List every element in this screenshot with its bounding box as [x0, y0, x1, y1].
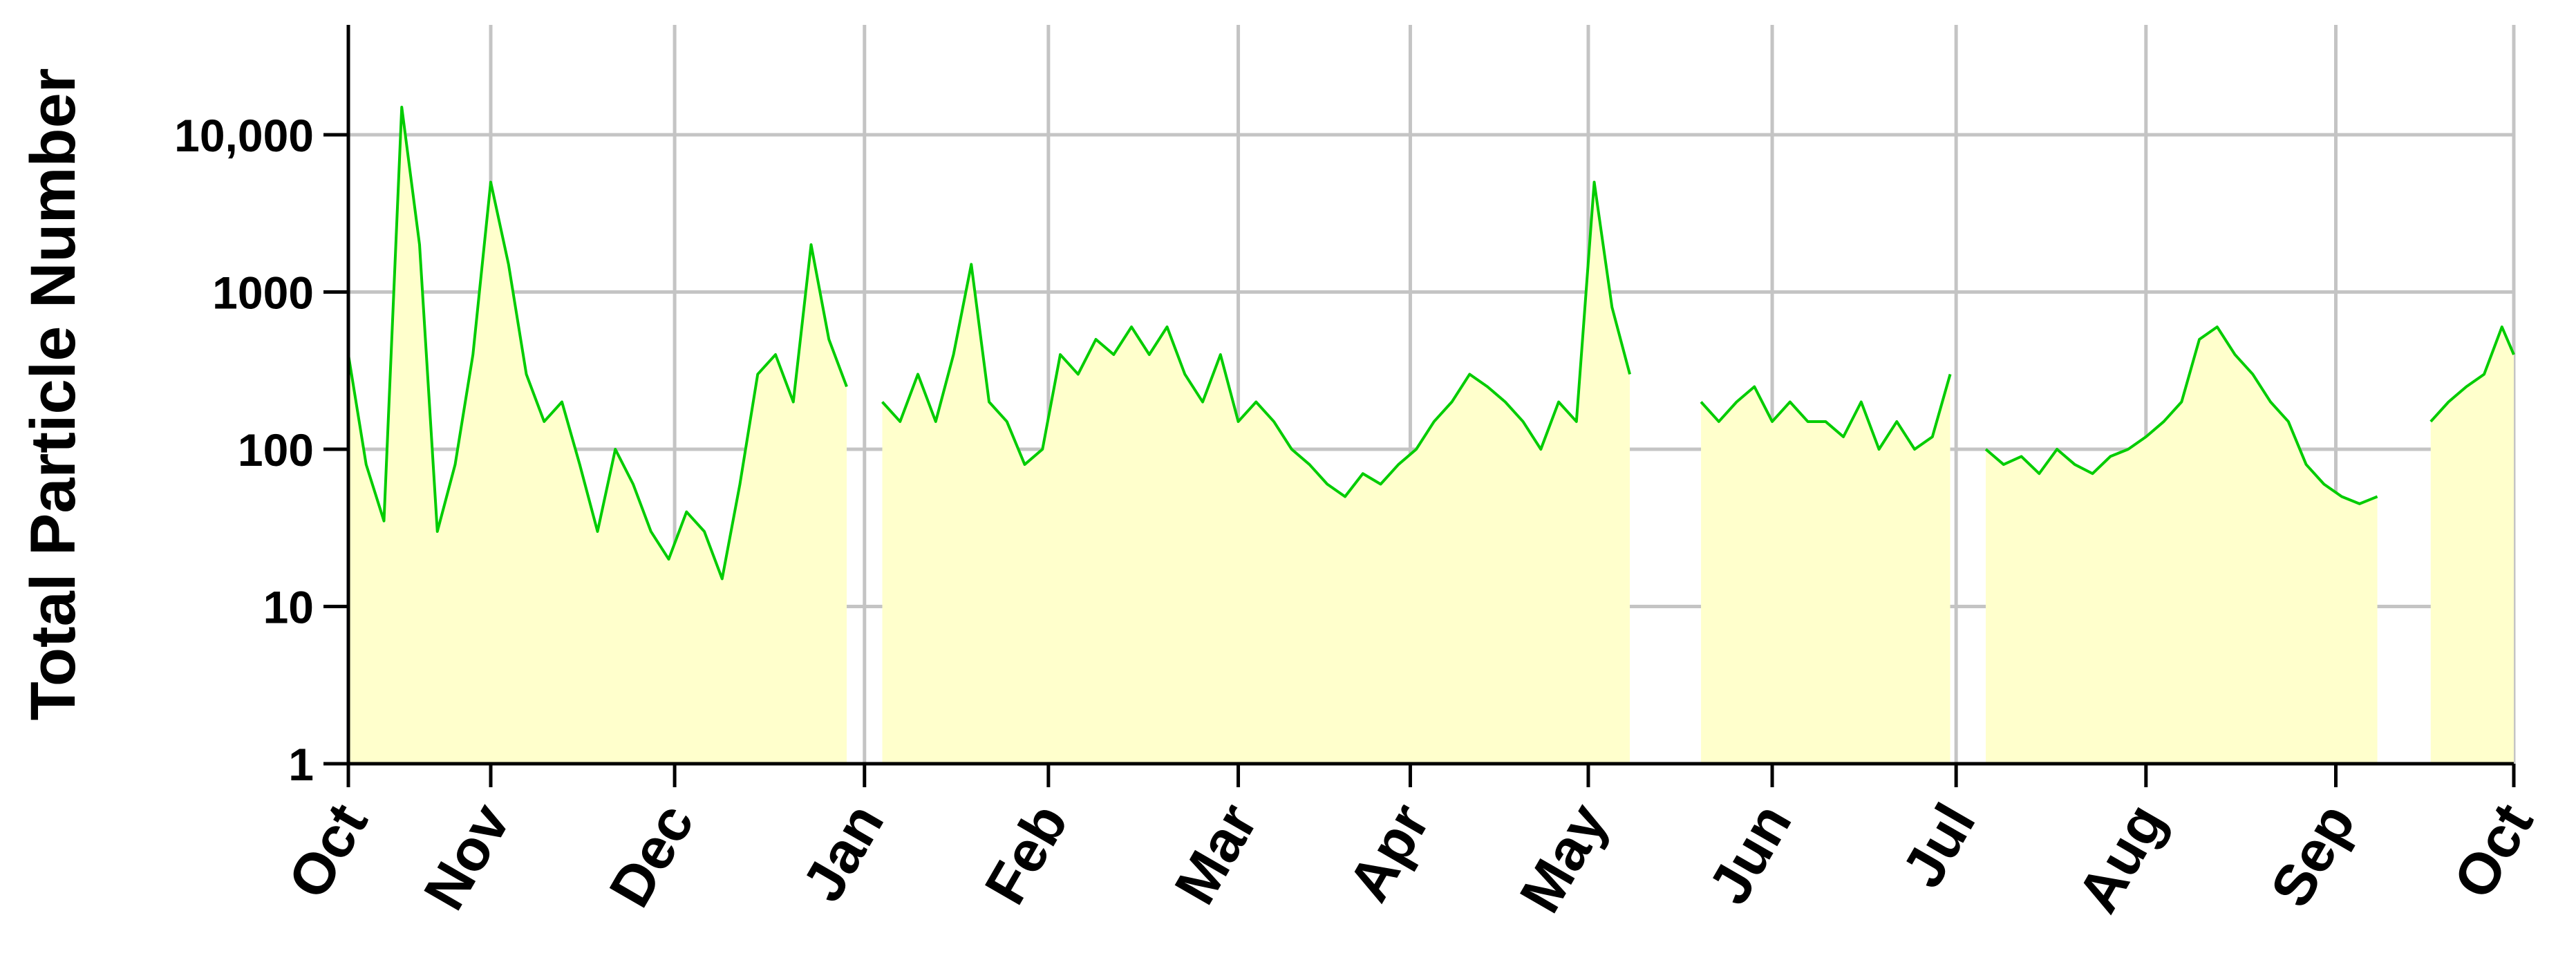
- x-tick-label: Mar: [1162, 793, 1270, 914]
- x-tick-label: Aug: [2065, 793, 2177, 923]
- x-tick-label: Nov: [411, 793, 523, 921]
- y-tick-label: 1000: [212, 267, 314, 319]
- y-tick-label: 1: [288, 739, 314, 790]
- y-axis-label: Total Particle Number: [18, 68, 88, 720]
- x-tick-label: Apr: [1335, 793, 1442, 912]
- x-tick-label: Oct: [2441, 793, 2545, 909]
- x-tick-label: Jan: [790, 793, 896, 912]
- y-tick-label: 10,000: [174, 110, 314, 161]
- data-line: [347, 105, 2515, 581]
- area-fill: [348, 106, 2514, 764]
- x-tick-label: Feb: [972, 793, 1080, 914]
- y-tick-label: 100: [238, 424, 314, 476]
- x-tick-label: Sep: [2258, 793, 2367, 917]
- x-tick-label: Jul: [1890, 793, 1988, 898]
- x-tick-label: Dec: [596, 793, 706, 917]
- y-tick-label: 10: [263, 582, 314, 633]
- x-tick-label: May: [1507, 793, 1619, 923]
- x-tick-label: Oct: [275, 793, 379, 909]
- x-tick-label: Jun: [1696, 793, 1804, 914]
